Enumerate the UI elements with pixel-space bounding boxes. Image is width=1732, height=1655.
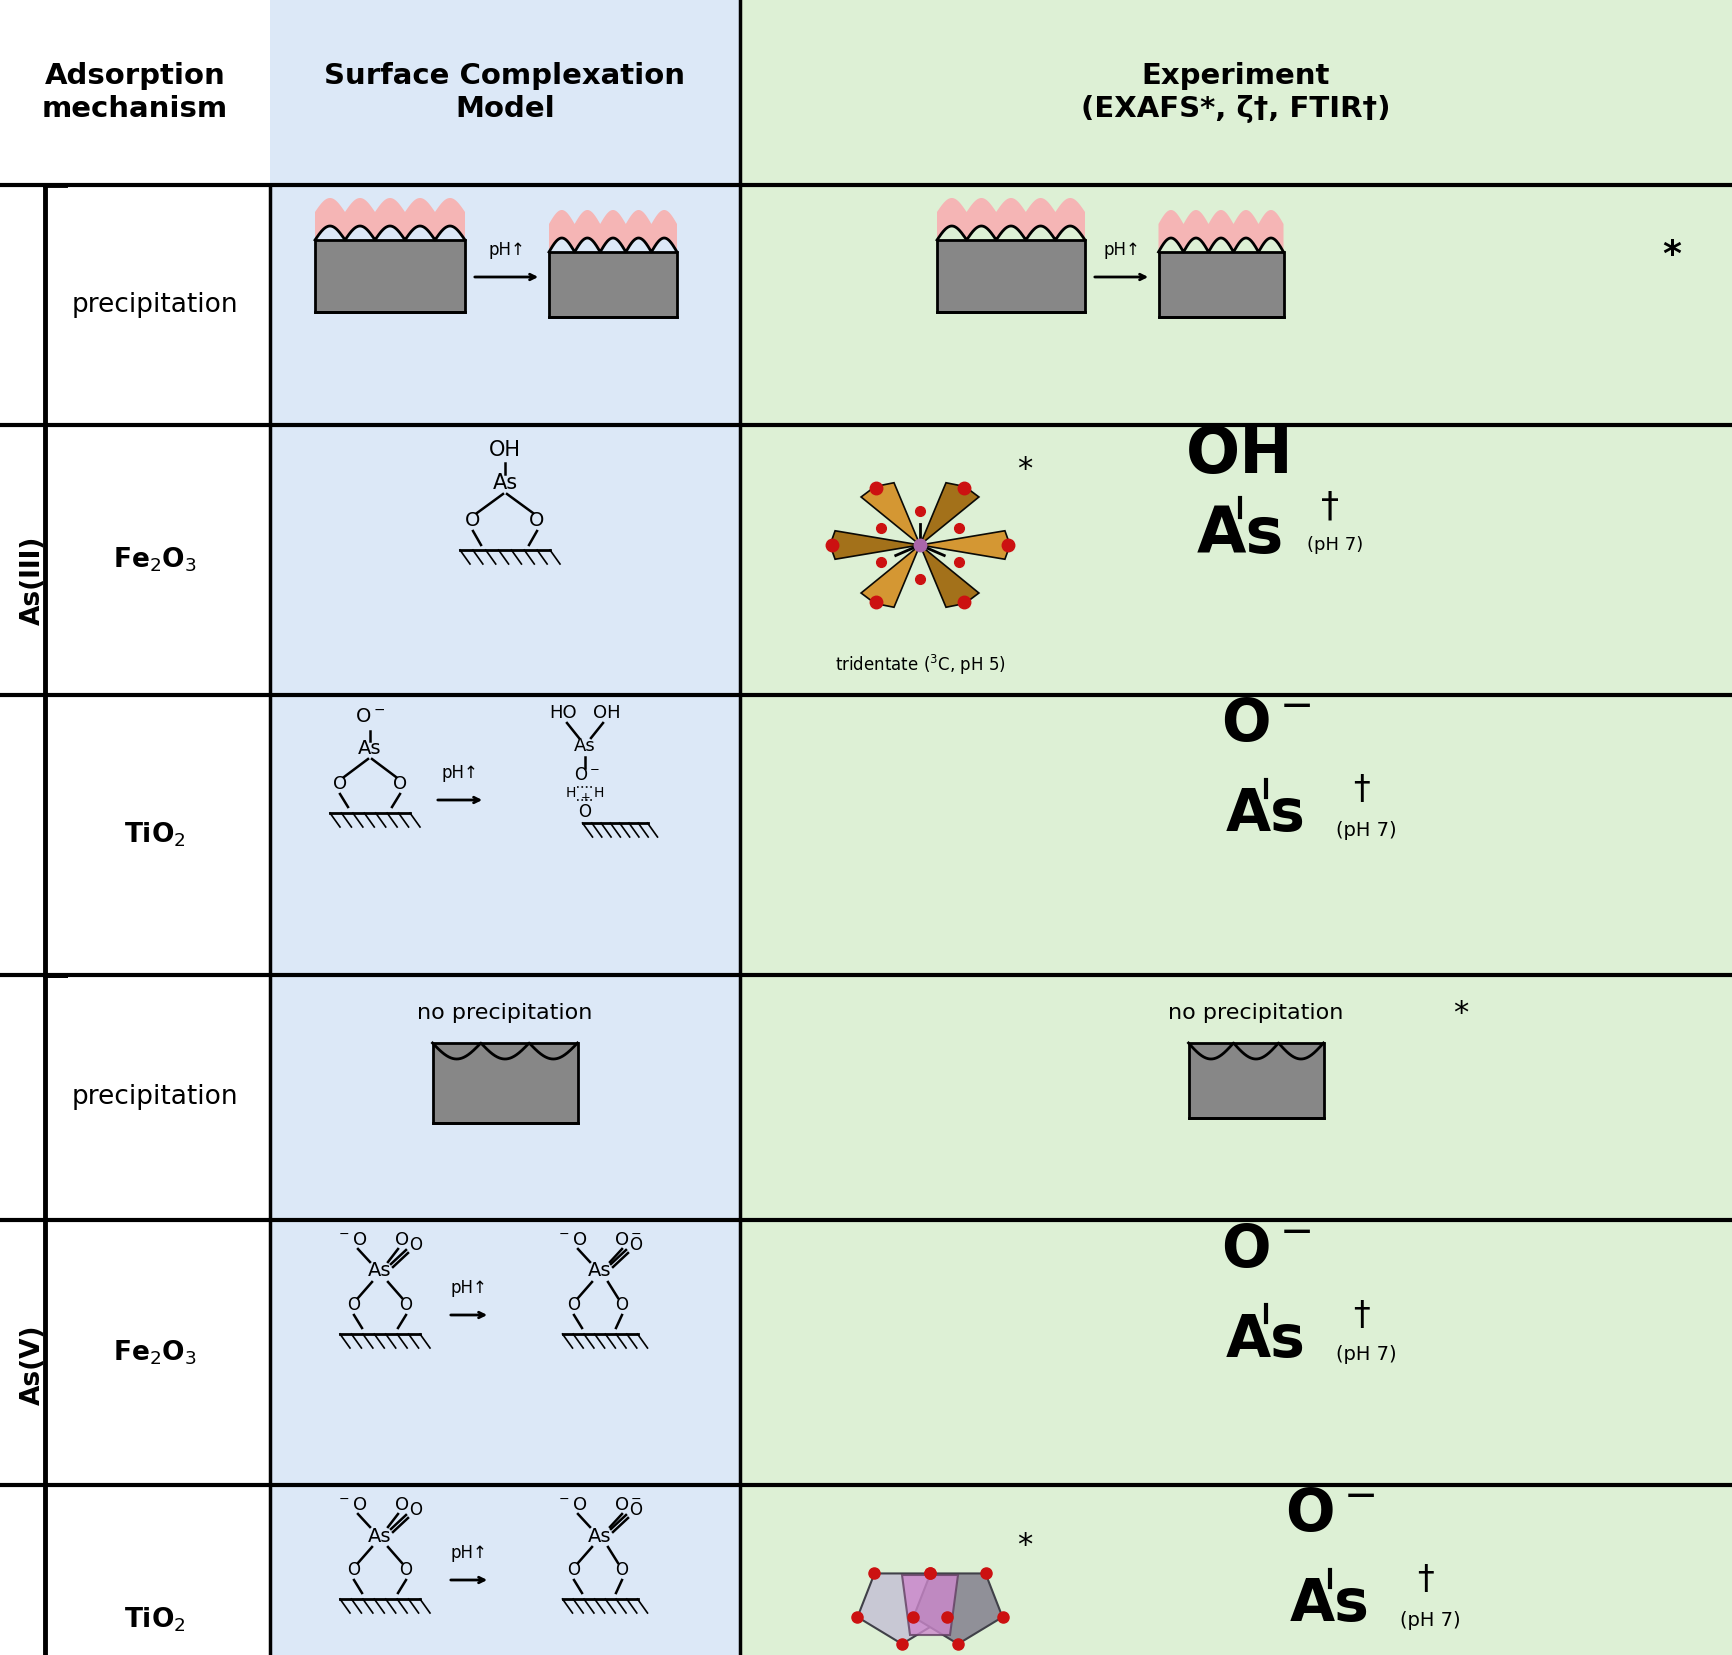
Text: As: As xyxy=(359,740,381,758)
Text: †: † xyxy=(1322,490,1339,525)
Text: tridentate ($^3$C, pH 5): tridentate ($^3$C, pH 5) xyxy=(835,654,1005,677)
Text: precipitation: precipitation xyxy=(71,1084,239,1111)
Bar xyxy=(1159,252,1283,318)
Bar xyxy=(1188,1043,1323,1119)
Text: pH↑: pH↑ xyxy=(488,242,525,258)
Polygon shape xyxy=(857,1574,946,1643)
Text: O: O xyxy=(615,1561,629,1579)
Text: (pH 7): (pH 7) xyxy=(1399,1610,1460,1630)
Polygon shape xyxy=(830,531,920,559)
Text: pH↑: pH↑ xyxy=(1103,242,1140,258)
Text: *: * xyxy=(1663,238,1682,271)
Text: Adsorption
mechanism: Adsorption mechanism xyxy=(42,63,229,122)
Text: HO: HO xyxy=(549,703,577,722)
Text: *: * xyxy=(1017,1531,1032,1559)
Text: precipitation: precipitation xyxy=(71,291,239,318)
Text: As(III): As(III) xyxy=(21,535,47,624)
Text: O: O xyxy=(400,1561,412,1579)
Bar xyxy=(270,0,740,1655)
Text: (pH 7): (pH 7) xyxy=(1335,821,1396,839)
Bar xyxy=(433,1043,577,1124)
Text: O: O xyxy=(395,1496,409,1514)
Bar xyxy=(937,240,1084,313)
Polygon shape xyxy=(920,531,1010,559)
Text: As: As xyxy=(369,1526,391,1546)
Polygon shape xyxy=(920,483,979,544)
Text: O: O xyxy=(400,1296,412,1314)
Polygon shape xyxy=(902,1576,958,1635)
Text: *: * xyxy=(1453,998,1469,1028)
Text: TiO$_2$: TiO$_2$ xyxy=(125,1605,185,1633)
Text: O: O xyxy=(615,1296,629,1314)
Text: OH: OH xyxy=(592,703,620,722)
Text: As: As xyxy=(492,473,518,493)
Text: As: As xyxy=(1197,505,1283,566)
Text: O: O xyxy=(333,775,346,793)
Text: pH↑: pH↑ xyxy=(450,1279,487,1298)
Bar xyxy=(549,252,677,318)
Text: Fe$_2$O$_3$: Fe$_2$O$_3$ xyxy=(113,1339,197,1367)
Text: O: O xyxy=(395,1231,409,1250)
Text: As: As xyxy=(1290,1577,1370,1633)
Bar xyxy=(315,240,464,313)
Polygon shape xyxy=(861,483,920,544)
Text: pH↑: pH↑ xyxy=(450,1544,487,1562)
Text: As: As xyxy=(369,1261,391,1281)
Text: O: O xyxy=(629,1236,643,1254)
Text: TiO$_2$: TiO$_2$ xyxy=(125,821,185,849)
Bar xyxy=(740,0,1732,1655)
Text: O: O xyxy=(409,1236,423,1254)
Text: †: † xyxy=(1417,1564,1434,1597)
Text: O$^-$: O$^-$ xyxy=(355,707,385,727)
Text: O: O xyxy=(530,511,544,531)
Text: O: O xyxy=(348,1561,360,1579)
Text: As: As xyxy=(1226,786,1306,844)
Text: O: O xyxy=(409,1501,423,1519)
Text: O$^-$: O$^-$ xyxy=(573,766,599,784)
Text: As: As xyxy=(1226,1311,1306,1369)
Text: pH↑: pH↑ xyxy=(442,765,478,783)
Text: no precipitation: no precipitation xyxy=(417,1003,592,1023)
Text: As: As xyxy=(573,736,596,755)
Text: As: As xyxy=(589,1526,611,1546)
Text: O: O xyxy=(466,511,481,531)
Text: H: H xyxy=(594,786,604,799)
Text: (pH 7): (pH 7) xyxy=(1308,536,1363,554)
Text: As(V): As(V) xyxy=(21,1324,47,1405)
Text: O: O xyxy=(568,1296,580,1314)
Text: *: * xyxy=(1017,455,1032,485)
Text: O$^-$: O$^-$ xyxy=(1285,1486,1375,1544)
Polygon shape xyxy=(913,1574,1003,1643)
Text: $^-$O: $^-$O xyxy=(336,1231,367,1250)
Text: $^-$O: $^-$O xyxy=(336,1496,367,1514)
Text: $\overset{+}{\text{O}}$: $\overset{+}{\text{O}}$ xyxy=(578,793,592,821)
Text: O: O xyxy=(568,1561,580,1579)
Text: O$^-$: O$^-$ xyxy=(613,1231,643,1250)
Polygon shape xyxy=(861,544,920,607)
Text: O$^-$: O$^-$ xyxy=(613,1496,643,1514)
Text: $^-$O: $^-$O xyxy=(556,1231,587,1250)
Text: †: † xyxy=(1353,1299,1370,1332)
Text: $^-$O: $^-$O xyxy=(556,1496,587,1514)
Text: OH: OH xyxy=(488,440,521,460)
Text: Experiment
(EXAFS*, ζ†, FTIR†): Experiment (EXAFS*, ζ†, FTIR†) xyxy=(1081,63,1391,122)
Text: (pH 7): (pH 7) xyxy=(1335,1346,1396,1364)
Text: Surface Complexation
Model: Surface Complexation Model xyxy=(324,63,686,122)
Text: O: O xyxy=(629,1501,643,1519)
Text: As: As xyxy=(589,1261,611,1281)
Text: no precipitation: no precipitation xyxy=(1169,1003,1344,1023)
Text: †: † xyxy=(1353,773,1370,806)
Text: O$^-$: O$^-$ xyxy=(1221,1221,1311,1279)
Text: Fe$_2$O$_3$: Fe$_2$O$_3$ xyxy=(113,546,197,574)
Polygon shape xyxy=(920,544,979,607)
Text: OH: OH xyxy=(1186,424,1294,487)
Text: O: O xyxy=(348,1296,360,1314)
Text: H: H xyxy=(566,786,577,799)
Text: O: O xyxy=(393,775,407,793)
Text: O$^-$: O$^-$ xyxy=(1221,697,1311,753)
